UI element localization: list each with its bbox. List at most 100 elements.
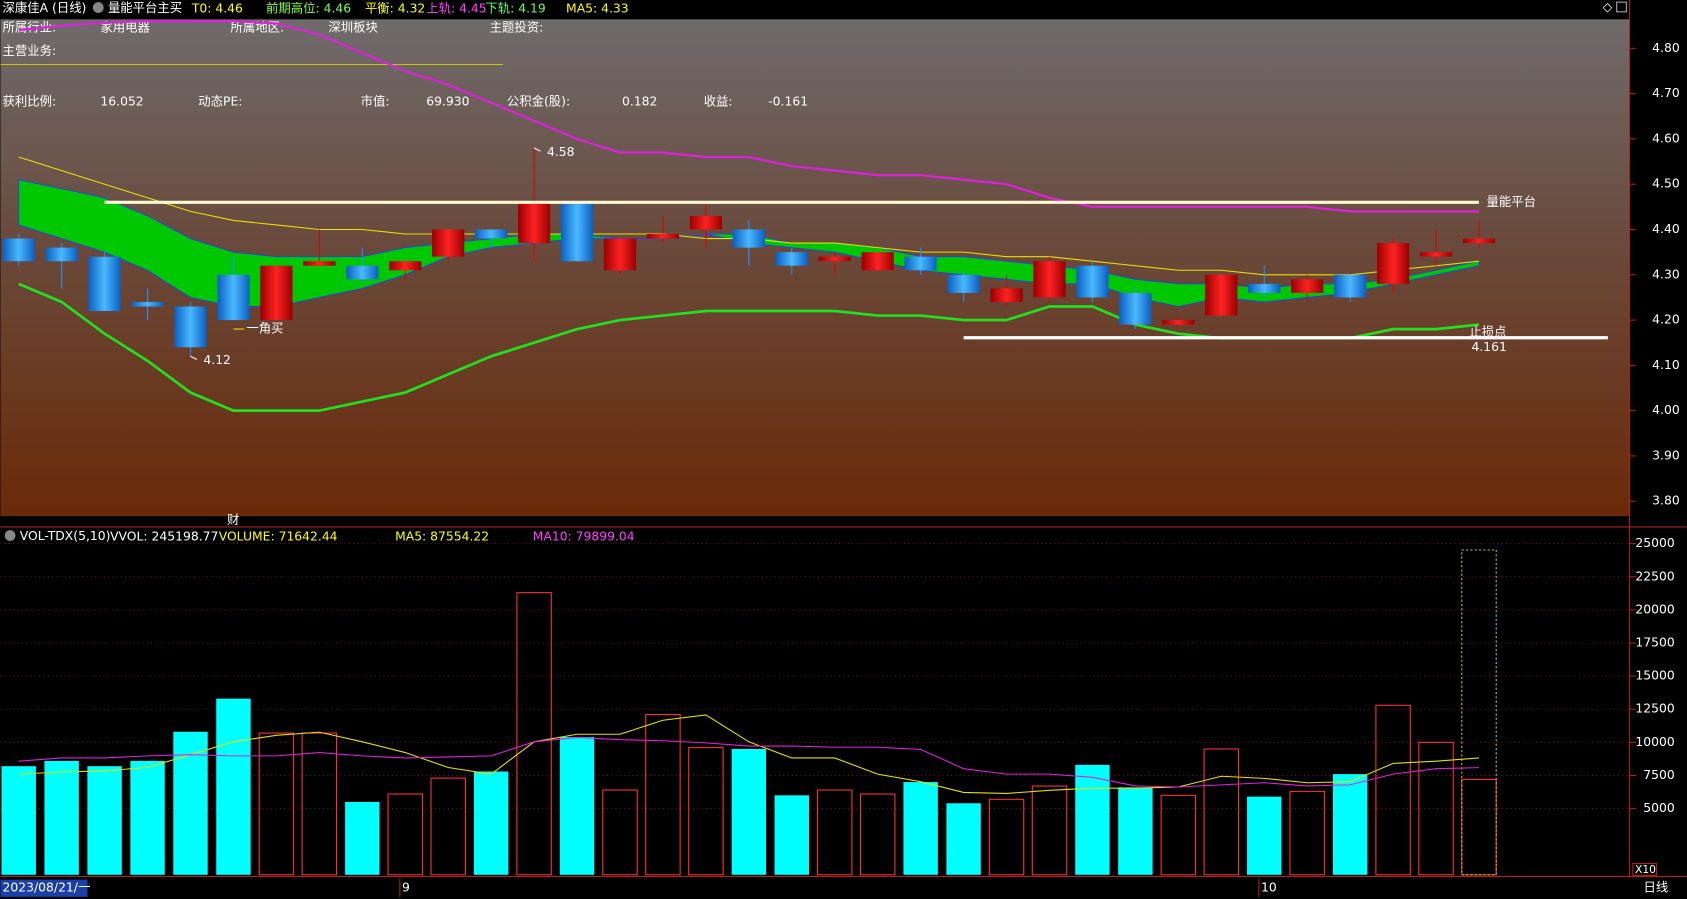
volume-header-item: VVOL: 245198.77 xyxy=(110,529,218,543)
volume-plot xyxy=(1,549,1497,876)
volume-bar xyxy=(1461,778,1497,876)
volume-header-item: MA5: 87554.22 xyxy=(395,529,489,543)
header-item-value: 4.46 xyxy=(324,1,352,15)
forecast-bar xyxy=(1461,549,1497,876)
candle-body xyxy=(475,229,508,239)
window-icon[interactable] xyxy=(1616,1,1627,13)
info-label: 动态PE: xyxy=(198,95,242,109)
volume-header-item-label: VVOL: xyxy=(110,529,147,543)
header-item-label: 平衡: xyxy=(365,1,394,15)
volume-bar xyxy=(1332,774,1368,875)
level-label: 止损点 xyxy=(1469,325,1506,339)
y-tick-label: 4.80 xyxy=(1652,41,1680,55)
info-label: 主营业务: xyxy=(3,43,57,58)
volume-bar xyxy=(387,793,423,876)
candle-body xyxy=(346,265,379,280)
volume-title: VOL-TDX(5,10) xyxy=(20,529,111,543)
candle-body xyxy=(861,252,894,271)
volume-bar xyxy=(430,777,466,876)
x-tick-label: 2023/08/21/一 xyxy=(3,881,91,895)
candle-body xyxy=(1248,283,1281,293)
volume-header-item-value: 245198.77 xyxy=(152,529,219,543)
volume-bar xyxy=(216,698,251,875)
marker: 财 xyxy=(227,513,239,527)
candle-body xyxy=(1462,238,1496,244)
unit-label: X10 xyxy=(1635,863,1656,876)
volume-bar xyxy=(645,713,681,876)
volume-bar xyxy=(1418,741,1454,876)
header-item-label: MA5: xyxy=(566,1,597,15)
volume-bar xyxy=(258,732,295,876)
candle-body xyxy=(1419,252,1453,257)
annotation-pointer xyxy=(533,147,541,152)
indicator-icon[interactable] xyxy=(92,2,104,13)
candle-body xyxy=(1291,279,1324,293)
candle-body xyxy=(174,306,207,348)
period-label: 日线 xyxy=(1644,881,1669,895)
y-tick-label: 20000 xyxy=(1635,602,1674,616)
volume-bar xyxy=(859,793,896,876)
candle-body xyxy=(432,229,465,257)
indicator-name: 量能平台主买 xyxy=(108,0,182,15)
info-value: 深圳板块 xyxy=(328,20,377,34)
stock-title: 深康佳A (日线) xyxy=(3,0,87,15)
level-label: 量能平台 xyxy=(1487,194,1536,209)
candle-body xyxy=(303,261,336,266)
volume-icon[interactable] xyxy=(4,530,16,541)
unit-box xyxy=(1632,862,1658,876)
y-tick-label: 15000 xyxy=(1635,669,1674,683)
volume-bar xyxy=(1203,748,1240,876)
candle-body xyxy=(1162,320,1195,325)
volume-bar xyxy=(1160,794,1197,876)
volume-header-item: MA10: 79899.04 xyxy=(533,529,635,543)
candle-body xyxy=(818,256,851,262)
y-tick-label: 3.80 xyxy=(1652,494,1680,508)
volume-header-item-label: MA5: xyxy=(395,529,426,543)
volume-bar xyxy=(1,766,36,875)
y-tick-label: 5000 xyxy=(1643,801,1675,815)
volume-bar xyxy=(903,782,938,875)
header-item-label: 下轨: xyxy=(485,1,514,15)
y-tick-label: 4.00 xyxy=(1652,403,1680,417)
indicator-line xyxy=(18,20,1479,213)
y-tick-label: 4.50 xyxy=(1652,177,1680,191)
volume-header-item-value: 79899.04 xyxy=(576,529,635,543)
volume-bar xyxy=(1075,764,1110,875)
candle-body xyxy=(1119,292,1152,325)
candle-body xyxy=(775,252,808,266)
y-tick-label: 25000 xyxy=(1635,536,1674,550)
volume-header-item: VOLUME: 71642.44 xyxy=(219,529,338,543)
y-tick-label: 7500 xyxy=(1643,768,1675,782)
candle-body xyxy=(45,247,78,262)
volume-bar xyxy=(130,760,165,875)
volume-header-item-label: VOLUME: xyxy=(219,529,275,543)
candle-body xyxy=(560,202,594,262)
y-tick-label: 4.70 xyxy=(1652,86,1680,100)
info-value: 16.052 xyxy=(100,95,143,109)
info-label: 公积金(股): xyxy=(507,94,570,109)
volume-bar xyxy=(946,803,981,875)
volume-bar xyxy=(345,801,380,875)
candle-body xyxy=(1205,274,1238,316)
candle-body xyxy=(603,238,637,271)
info-label: 获利比例: xyxy=(3,95,57,109)
volume-bar xyxy=(44,760,79,875)
volume-bar xyxy=(516,592,552,876)
volume-header-item-value: 87554.22 xyxy=(430,529,489,543)
candle-body xyxy=(88,256,121,312)
header-item-label: 上轨: xyxy=(426,1,455,15)
volume-bar xyxy=(1118,787,1153,875)
header-item-value: 4.19 xyxy=(518,1,546,15)
y-tick-label: 4.60 xyxy=(1652,131,1680,145)
y-tick-label: 12500 xyxy=(1635,702,1674,716)
candle-body xyxy=(1334,274,1367,298)
header-item: MA5: 4.33 xyxy=(566,1,629,15)
info-label: 所属行业: xyxy=(3,20,57,34)
y-tick-label: 4.30 xyxy=(1652,267,1680,281)
candle-body xyxy=(217,274,250,321)
diamond-icon[interactable]: ◇ xyxy=(1603,0,1613,14)
y-tick-label: 10000 xyxy=(1635,735,1674,749)
x-tick-label: 9 xyxy=(402,881,410,895)
